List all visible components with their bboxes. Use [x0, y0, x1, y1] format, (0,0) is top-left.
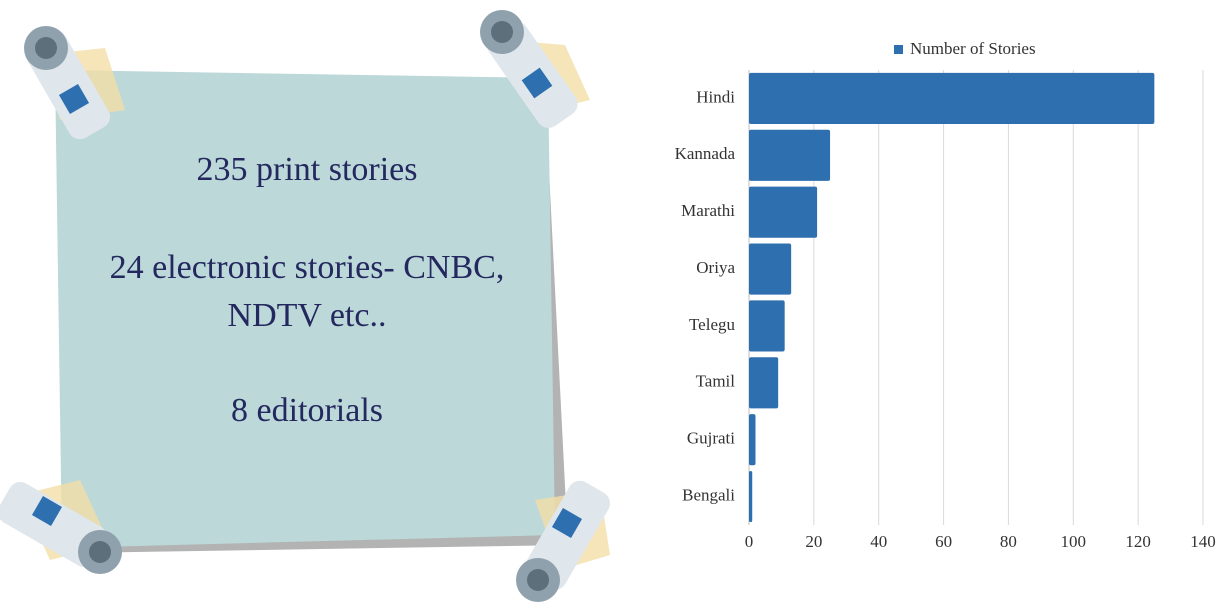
- y-tick-label: Bengali: [682, 485, 735, 504]
- bar: [749, 470, 753, 523]
- x-tick-label: 60: [935, 532, 952, 551]
- bar: [749, 129, 831, 181]
- y-tick-label: Telegu: [689, 315, 736, 334]
- note-text: 235 print stories: [197, 151, 418, 188]
- y-tick-label: Hindi: [696, 87, 735, 106]
- note-text: 24 electronic stories- CNBC,: [110, 249, 505, 286]
- chart: 0 20 40 60 80 100 120 140 Hindi Kannada Marathi Ori…: [675, 39, 1216, 551]
- bar: [749, 300, 785, 352]
- y-tick-label: Marathi: [681, 201, 735, 220]
- bar: [749, 357, 779, 409]
- legend-label: Number of Stories: [910, 39, 1036, 58]
- newspaper-roll: [480, 10, 590, 128]
- bar: [749, 243, 792, 295]
- bar: [749, 414, 756, 466]
- bar: [749, 72, 1155, 125]
- x-tick-label: 40: [870, 532, 887, 551]
- x-tick-label: 100: [1061, 532, 1087, 551]
- newspaper-roll: [0, 480, 122, 574]
- x-tick-label: 120: [1125, 532, 1151, 551]
- x-tick-label: 140: [1190, 532, 1216, 551]
- paper: [55, 70, 555, 548]
- y-tick-label: Oriya: [696, 258, 735, 277]
- x-tick-label: 20: [805, 532, 822, 551]
- x-tick-label: 80: [1000, 532, 1017, 551]
- bar: [749, 186, 818, 238]
- y-tick-label: Gujrati: [687, 429, 735, 448]
- x-tick-label: 0: [745, 532, 754, 551]
- legend-swatch: [894, 45, 903, 54]
- note-text: 8 editorials: [231, 392, 383, 429]
- y-tick-label: Kannada: [675, 144, 736, 163]
- y-tick-label: Tamil: [696, 372, 736, 391]
- newspaper-roll: [516, 480, 611, 602]
- newspaper-roll: [24, 26, 125, 140]
- note-text: NDTV etc..: [228, 297, 387, 334]
